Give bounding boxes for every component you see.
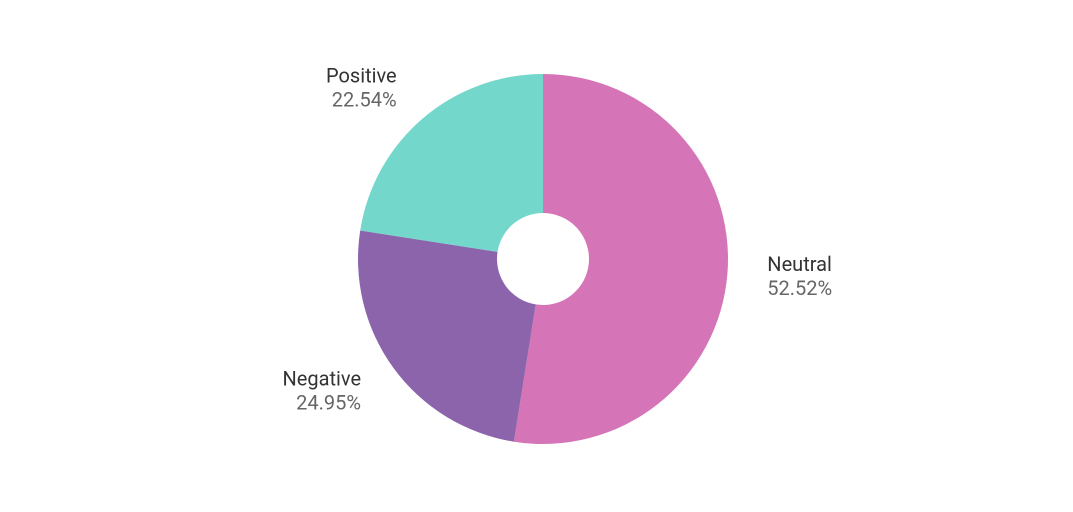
slice-label: Positive (326, 63, 397, 87)
slice-value-label: 24.95% (296, 391, 361, 415)
slice-value-label: 22.54% (332, 87, 397, 111)
slice (360, 73, 543, 252)
slice-label: Neutral (767, 252, 832, 276)
slice (357, 230, 536, 442)
slice (513, 74, 728, 445)
slice-label: Negative (283, 367, 362, 391)
slice-value-label: 52.52% (767, 276, 832, 300)
